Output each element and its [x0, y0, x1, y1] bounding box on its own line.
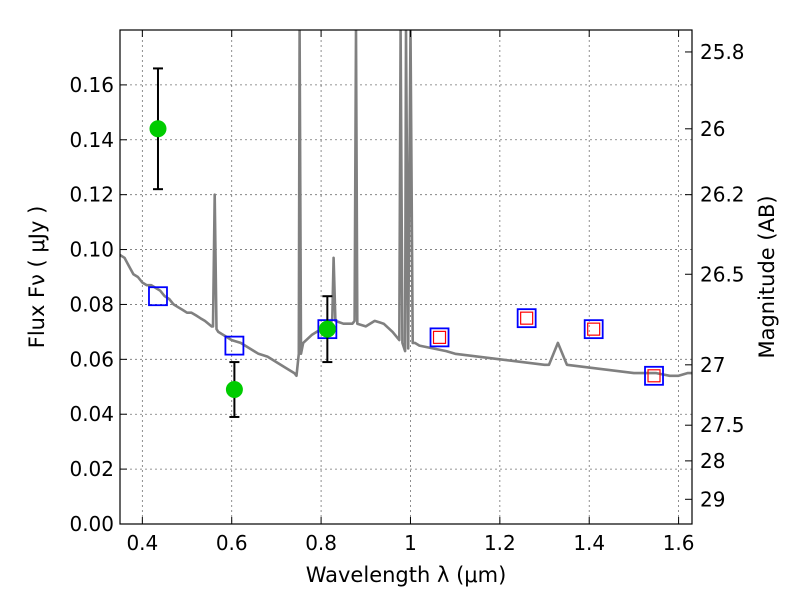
x-tick-label: 1.2 — [484, 531, 516, 555]
plot-frame — [119, 29, 693, 525]
model-photometry-square — [516, 308, 537, 329]
upper-limit-square — [520, 311, 534, 325]
x-tick-label: 0.8 — [305, 531, 337, 555]
model-photometry-square — [583, 319, 604, 340]
y-tick-label: 0.04 — [69, 402, 114, 426]
y-tick-label: 0.10 — [69, 238, 114, 262]
magnitude-tick-label: 27.5 — [700, 413, 745, 437]
y-tick-label: 0.02 — [69, 457, 114, 481]
observed-flux-point — [149, 120, 167, 138]
model-photometry-square — [148, 286, 168, 307]
axes: 0.4 0.6 0.8 1 1.2 1.4 1.6 0.00 0.02 0.04 0.06 0.08 0… — [69, 29, 745, 555]
y-tick-label: 0.16 — [69, 73, 114, 97]
y-tick-label: 0.12 — [69, 183, 114, 207]
model-photometry-square — [429, 327, 450, 348]
y-tick-label: 0.14 — [69, 128, 114, 152]
y-tick-label: 0.00 — [69, 512, 114, 536]
model-photometry-square — [644, 365, 664, 386]
magnitude-tick-label: 27 — [700, 353, 725, 377]
upper-limit-square — [647, 369, 661, 383]
magnitude-tick-label: 28 — [700, 449, 725, 473]
y-axis-label: Flux Fν ( μJy ) — [25, 206, 49, 349]
magnitude-tick-label: 26 — [700, 117, 725, 141]
upper-limit-square — [432, 330, 447, 344]
x-tick-label: 1.4 — [573, 531, 605, 555]
x-tick-label: 1 — [404, 531, 417, 555]
magnitude-tick-label: 29 — [700, 487, 725, 511]
plot-area — [120, 30, 692, 418]
upper-limit-square — [587, 322, 601, 336]
observed-flux-point — [225, 381, 243, 399]
magnitude-tick-label: 25.8 — [700, 40, 745, 64]
magnitude-tick-label: 26.5 — [700, 262, 745, 286]
x-tick-label: 1.6 — [663, 531, 695, 555]
x-tick-label: 0.6 — [216, 531, 248, 555]
model-photometry-square — [224, 335, 245, 356]
y-tick-label: 0.08 — [69, 292, 114, 316]
observed-flux-point — [318, 320, 336, 338]
y-axis-right-label: Magnitude (AB) — [755, 195, 779, 358]
magnitude-tick-label: 26.2 — [700, 183, 745, 207]
x-axis-label: Wavelength λ (μm) — [306, 563, 507, 587]
y-tick-label: 0.06 — [69, 347, 114, 371]
model-spectrum-line — [120, 30, 692, 378]
x-tick-label: 0.4 — [126, 531, 158, 555]
